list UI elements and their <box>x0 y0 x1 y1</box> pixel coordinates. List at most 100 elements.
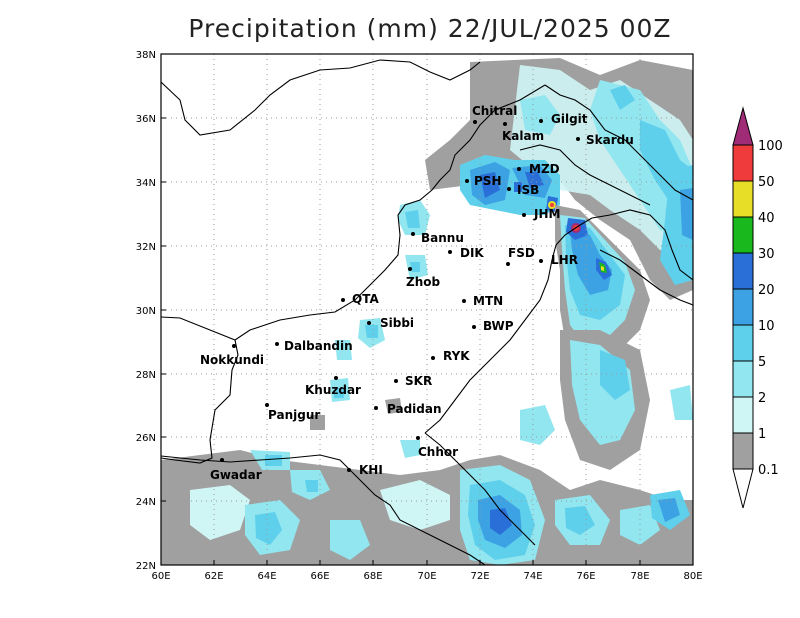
city-marker <box>416 436 420 440</box>
x-tick-label: 74E <box>523 571 542 582</box>
city-marker <box>462 299 466 303</box>
city-marker <box>374 406 378 410</box>
city-label: Kalam <box>502 129 544 143</box>
city-marker <box>465 179 469 183</box>
colorbar-label: 5 <box>758 355 766 370</box>
y-axis-labels: 38N 36N 34N 32N 30N 28N 26N 24N 22N <box>136 50 156 572</box>
city-marker <box>539 119 543 123</box>
tick-marks <box>161 117 641 565</box>
colorbar-label: 40 <box>758 211 775 226</box>
y-tick-label: 38N <box>136 50 156 61</box>
x-tick-label: 72E <box>470 571 489 582</box>
x-tick-label: 64E <box>257 571 276 582</box>
city-marker <box>448 250 452 254</box>
colorbar-top-arrow <box>732 106 754 146</box>
city-marker <box>408 267 412 271</box>
city-label: Skardu <box>586 133 634 147</box>
city-label: JHM <box>533 207 560 221</box>
city-marker <box>506 262 510 266</box>
city-label: Panjgur <box>268 408 320 422</box>
city-marker <box>411 232 415 236</box>
city-marker <box>394 379 398 383</box>
y-tick-label: 26N <box>136 433 156 444</box>
map-title: Precipitation (mm) 22/JUL/2025 00Z <box>188 14 672 43</box>
colorbar-segment <box>732 252 754 290</box>
x-tick-label: 78E <box>630 571 649 582</box>
country-borders <box>161 59 693 565</box>
x-tick-label: 62E <box>204 571 223 582</box>
city-marker <box>472 325 476 329</box>
colorbar-label: 2 <box>758 391 766 406</box>
city-label: Chitral <box>472 104 517 118</box>
colorbar: 100 50 40 30 20 10 5 2 1 0.1 <box>732 106 783 509</box>
city-label: Padidan <box>387 402 442 416</box>
colorbar-segment <box>732 396 754 434</box>
city-label: QTA <box>352 292 379 306</box>
city-marker <box>347 468 351 472</box>
city-label: KHI <box>359 463 383 477</box>
y-tick-label: 24N <box>136 497 156 508</box>
city-label: Gwadar <box>210 468 262 482</box>
city-marker <box>576 137 580 141</box>
y-tick-label: 30N <box>136 306 156 317</box>
city-marker <box>517 167 521 171</box>
city-marker <box>507 187 511 191</box>
colorbar-segment <box>732 180 754 218</box>
y-tick-label: 34N <box>136 178 156 189</box>
colorbar-label: 10 <box>758 319 775 334</box>
colorbar-segment <box>732 288 754 326</box>
city-label: SKR <box>405 374 432 388</box>
city-label: ISB <box>517 183 539 197</box>
y-tick-label: 22N <box>136 561 156 572</box>
city-label: MZD <box>529 162 560 176</box>
colorbar-segment <box>732 360 754 398</box>
city-marker <box>367 321 371 325</box>
x-tick-label: 66E <box>310 571 329 582</box>
city-marker <box>220 458 224 462</box>
colorbar-label: 30 <box>758 247 775 262</box>
city-marker <box>265 403 269 407</box>
city-marker <box>275 342 279 346</box>
city-label: DIK <box>460 246 484 260</box>
y-tick-label: 32N <box>136 242 156 253</box>
city-label: MTN <box>473 294 503 308</box>
precip-layer <box>161 58 693 565</box>
city-label: Nokkundi <box>200 353 264 367</box>
city-marker <box>503 122 507 126</box>
colorbar-label: 50 <box>758 175 775 190</box>
colorbar-segment <box>732 432 754 470</box>
grid-lines <box>161 54 693 565</box>
y-tick-label: 36N <box>136 114 156 125</box>
city-label: Zhob <box>406 275 440 289</box>
colorbar-segment <box>732 216 754 254</box>
city-label: Khuzdar <box>305 383 361 397</box>
city-marker <box>539 259 543 263</box>
city-marker <box>334 376 338 380</box>
city-label: Chhor <box>418 445 458 459</box>
colorbar-label: 0.1 <box>758 463 779 478</box>
city-layer: Chitral Gilgit Kalam Skardu MZD PSH ISB … <box>200 104 634 482</box>
city-label: PSH <box>474 174 501 188</box>
city-label: BWP <box>483 319 514 333</box>
colorbar-segment <box>732 324 754 362</box>
colorbar-label: 100 <box>758 139 783 154</box>
city-marker <box>473 120 477 124</box>
city-marker <box>232 344 236 348</box>
colorbar-segment <box>732 144 754 182</box>
city-marker <box>341 298 345 302</box>
x-tick-label: 68E <box>363 571 382 582</box>
x-tick-label: 80E <box>683 571 702 582</box>
city-label: Dalbandin <box>284 339 353 353</box>
city-label: Gilgit <box>551 112 588 126</box>
x-tick-label: 60E <box>151 571 170 582</box>
colorbar-label: 1 <box>758 427 766 442</box>
y-tick-label: 28N <box>136 370 156 381</box>
city-label: Bannu <box>421 231 464 245</box>
x-tick-label: 76E <box>576 571 595 582</box>
city-label: Sibbi <box>380 316 414 330</box>
city-label: FSD <box>508 246 535 260</box>
x-axis-labels: 60E 62E 64E 66E 68E 70E 72E 74E 76E 78E … <box>151 571 702 582</box>
colorbar-label: 20 <box>758 283 775 298</box>
city-label: RYK <box>443 349 470 363</box>
